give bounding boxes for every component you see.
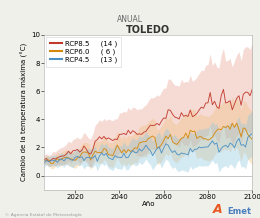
Text: A: A [213,203,223,216]
Y-axis label: Cambio de la temperatura máxima (°C): Cambio de la temperatura máxima (°C) [21,43,28,181]
X-axis label: Año: Año [141,201,155,207]
Text: © Agencia Estatal de Meteorología: © Agencia Estatal de Meteorología [5,213,82,217]
Text: ANUAL: ANUAL [117,15,143,24]
Text: Emet: Emet [228,207,252,216]
Title: TOLEDO: TOLEDO [126,25,170,35]
Legend: RCP8.5     (14 ), RCP6.0     ( 6 ), RCP4.5     (13 ): RCP8.5 (14 ), RCP6.0 ( 6 ), RCP4.5 (13 ) [46,37,121,67]
